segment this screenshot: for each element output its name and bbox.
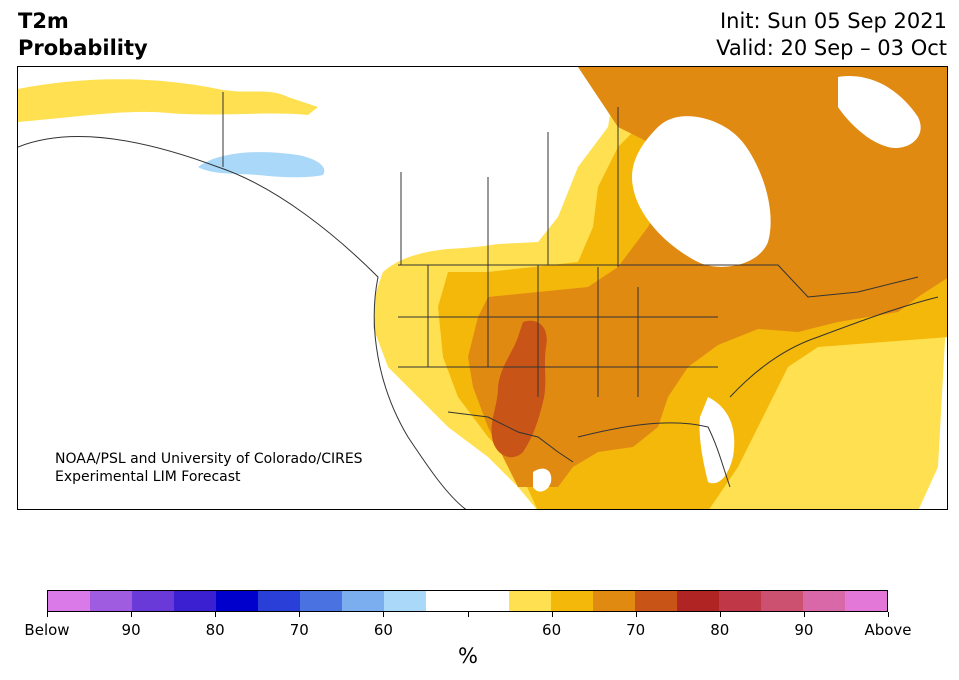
- colorbar-segment: [551, 591, 594, 611]
- colorbar-segment: [131, 591, 174, 611]
- colorbar-tick-mark: [47, 612, 48, 617]
- colorbar-tick-mark: [888, 612, 889, 617]
- data-credit: NOAA/PSL and University of Colorado/CIRE…: [55, 450, 363, 486]
- colorbar-tick-label: 70: [626, 621, 646, 639]
- colorbar-tick-mark: [719, 612, 721, 617]
- colorbar-segment: [341, 591, 384, 611]
- colorbar-tick-label: 90: [794, 621, 814, 639]
- probability-map: [17, 66, 948, 510]
- region-neutral-hudson: [632, 116, 771, 267]
- colorbar-tick-mark: [131, 612, 133, 617]
- colorbar-tick-mark: [299, 612, 301, 617]
- region-above-70-southwest: [491, 320, 547, 458]
- colorbar-tick-label: 70: [289, 621, 309, 639]
- colorbar-segment: [173, 591, 216, 611]
- region-above-55-northwest: [18, 79, 318, 122]
- colorbar-tick-label: 80: [710, 621, 730, 639]
- colorbar-tick-label: 60: [542, 621, 562, 639]
- init-date: Init: Sun 05 Sep 2021: [719, 9, 947, 33]
- region-neutral-southeast: [699, 397, 735, 484]
- title-variable: T2m: [18, 9, 69, 33]
- colorbar-segment: [593, 591, 636, 611]
- colorbar-tick-label: Above: [864, 621, 912, 639]
- colorbar-segment: [425, 591, 468, 611]
- colorbar-segment: [215, 591, 258, 611]
- coastline-gulf: [577, 422, 731, 488]
- colorbar-tick-label: Below: [24, 621, 70, 639]
- colorbar-segment: [635, 591, 678, 611]
- colorbar-segment: [803, 591, 846, 611]
- colorbar-segment: [845, 591, 888, 611]
- colorbar-segment: [257, 591, 300, 611]
- colorbar-segment: [677, 591, 720, 611]
- colorbar-segment: [383, 591, 426, 611]
- colorbar-tick-mark: [215, 612, 217, 617]
- political-boundaries: [18, 92, 939, 509]
- colorbar-tick-label: 90: [121, 621, 141, 639]
- colorbar-tick-label: 60: [373, 621, 393, 639]
- coastline-east: [729, 296, 939, 398]
- map-title: T2m Probability: [18, 8, 148, 62]
- region-above-65-east: [468, 67, 947, 487]
- colorbar-segment: [467, 591, 510, 611]
- credit-line-1: NOAA/PSL and University of Colorado/CIRE…: [55, 451, 363, 467]
- colorbar-tick-label: 80: [205, 621, 225, 639]
- state-lines: [398, 265, 718, 397]
- colorbar-unit: %: [458, 644, 478, 668]
- colorbar-tick-mark: [467, 612, 469, 617]
- colorbar-segment: [719, 591, 762, 611]
- colorbar-segment: [761, 591, 804, 611]
- coastline-west: [18, 136, 467, 509]
- map-canvas: [18, 67, 947, 509]
- title-measure: Probability: [18, 36, 148, 60]
- forecast-dates: Init: Sun 05 Sep 2021 Valid: 20 Sep – 03…: [716, 8, 947, 62]
- region-neutral-west: [18, 120, 538, 509]
- colorbar-tick-mark: [383, 612, 385, 617]
- colorbar-tick-mark: [803, 612, 805, 617]
- colorbar-segment: [299, 591, 342, 611]
- colorbar-tick-mark: [635, 612, 637, 617]
- us-canada-border: [398, 264, 919, 298]
- colorbar-tick-mark: [551, 612, 553, 617]
- us-mexico-border: [447, 411, 574, 463]
- credit-line-2: Experimental LIM Forecast: [55, 469, 241, 485]
- region-neutral-arctic: [838, 76, 921, 148]
- region-neutral-mexico: [533, 468, 552, 492]
- colorbar-segment: [48, 591, 90, 611]
- valid-range: Valid: 20 Sep – 03 Oct: [716, 36, 947, 60]
- colorbar-segment: [89, 591, 132, 611]
- probability-colorbar: [47, 590, 888, 612]
- colorbar-segment: [509, 591, 552, 611]
- province-lines: [400, 107, 619, 267]
